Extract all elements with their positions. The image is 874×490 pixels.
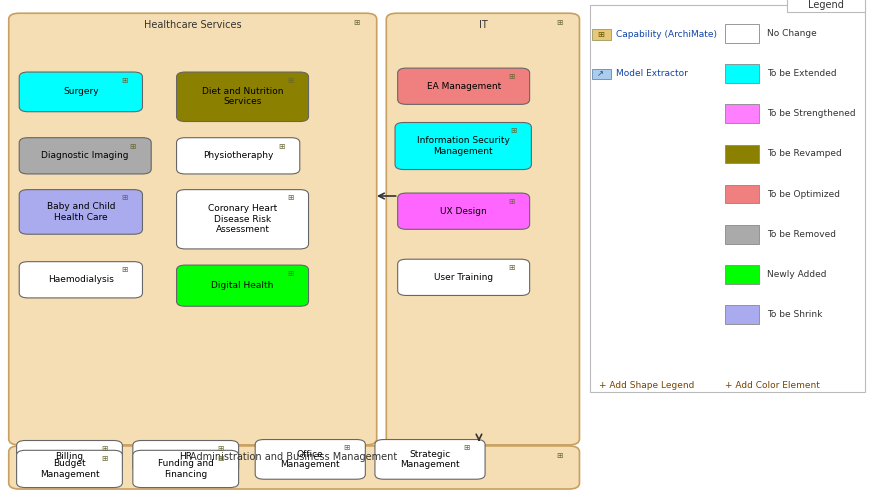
Text: ⊞: ⊞ — [508, 263, 515, 272]
Text: UX Design: UX Design — [440, 207, 487, 216]
Text: ⊞: ⊞ — [287, 76, 294, 85]
FancyBboxPatch shape — [19, 72, 142, 112]
Text: ⊞: ⊞ — [508, 197, 515, 206]
Text: Model Extractor: Model Extractor — [616, 70, 688, 78]
FancyBboxPatch shape — [725, 24, 759, 43]
Text: Healthcare Services: Healthcare Services — [144, 20, 241, 29]
Text: Funding and
Financing: Funding and Financing — [158, 459, 213, 479]
Text: EA Management: EA Management — [427, 82, 501, 91]
Text: Surgery: Surgery — [63, 87, 99, 97]
Text: ⊞: ⊞ — [508, 72, 515, 81]
Text: ⊞: ⊞ — [217, 454, 224, 463]
Text: To be Strengthened: To be Strengthened — [767, 109, 856, 118]
FancyBboxPatch shape — [787, 0, 865, 12]
FancyBboxPatch shape — [19, 190, 142, 234]
FancyBboxPatch shape — [725, 265, 759, 284]
Text: Capability (ArchiMate): Capability (ArchiMate) — [616, 30, 718, 39]
Text: HR: HR — [179, 452, 192, 461]
Text: ↗: ↗ — [597, 70, 604, 78]
FancyBboxPatch shape — [17, 450, 122, 488]
Text: To be Revamped: To be Revamped — [767, 149, 843, 158]
FancyBboxPatch shape — [177, 72, 309, 122]
FancyBboxPatch shape — [592, 29, 611, 40]
Text: ⊞: ⊞ — [121, 194, 128, 202]
FancyBboxPatch shape — [133, 441, 239, 473]
Text: To be Optimized: To be Optimized — [767, 190, 841, 198]
Text: ⊞: ⊞ — [121, 266, 128, 274]
FancyBboxPatch shape — [395, 122, 531, 170]
Text: Legend: Legend — [808, 0, 844, 10]
Text: Diet and Nutrition
Services: Diet and Nutrition Services — [202, 87, 283, 106]
FancyBboxPatch shape — [17, 441, 122, 473]
FancyBboxPatch shape — [19, 138, 151, 174]
Text: ⊞: ⊞ — [556, 451, 563, 460]
Text: ⊞: ⊞ — [101, 444, 108, 453]
FancyBboxPatch shape — [592, 69, 611, 79]
Text: Strategic
Management: Strategic Management — [400, 450, 460, 469]
Text: Administration and Business Management: Administration and Business Management — [191, 452, 398, 462]
FancyBboxPatch shape — [725, 104, 759, 123]
FancyBboxPatch shape — [177, 190, 309, 249]
FancyBboxPatch shape — [398, 68, 530, 104]
Text: ⊞: ⊞ — [556, 18, 563, 27]
FancyBboxPatch shape — [177, 138, 300, 174]
FancyBboxPatch shape — [19, 262, 142, 298]
Text: To be Shrink: To be Shrink — [767, 310, 822, 319]
Text: Physiotheraphy: Physiotheraphy — [203, 151, 274, 160]
Text: ⊞: ⊞ — [287, 269, 294, 278]
FancyBboxPatch shape — [725, 145, 759, 163]
Text: Billing: Billing — [55, 452, 84, 461]
Text: Baby and Child
Health Care: Baby and Child Health Care — [46, 202, 115, 221]
Text: ⊞: ⊞ — [597, 30, 604, 39]
Text: Coronary Heart
Disease Risk
Assessment: Coronary Heart Disease Risk Assessment — [208, 204, 277, 234]
Text: IT: IT — [478, 20, 488, 29]
Text: To be Removed: To be Removed — [767, 230, 836, 239]
FancyBboxPatch shape — [725, 185, 759, 203]
Text: ⊞: ⊞ — [121, 76, 128, 85]
FancyBboxPatch shape — [133, 450, 239, 488]
Text: ⊞: ⊞ — [101, 454, 108, 463]
Text: ⊞: ⊞ — [510, 126, 517, 135]
Text: + Add Shape Legend: + Add Shape Legend — [599, 381, 694, 390]
FancyBboxPatch shape — [375, 440, 485, 479]
Text: Information Security
Management: Information Security Management — [417, 136, 510, 156]
FancyBboxPatch shape — [725, 305, 759, 324]
Text: ⊞: ⊞ — [217, 444, 224, 453]
FancyBboxPatch shape — [9, 446, 579, 489]
Text: ⊞: ⊞ — [463, 443, 470, 452]
Text: ⊞: ⊞ — [129, 142, 136, 150]
Text: Budget
Management: Budget Management — [39, 459, 100, 479]
Text: Office
Management: Office Management — [281, 450, 340, 469]
Text: + Add Color Element: + Add Color Element — [725, 381, 821, 390]
Text: Haemodialysis: Haemodialysis — [48, 275, 114, 284]
Text: Newly Added: Newly Added — [767, 270, 827, 279]
FancyBboxPatch shape — [590, 5, 865, 392]
Text: To be Extended: To be Extended — [767, 69, 837, 78]
Text: ⊞: ⊞ — [278, 142, 285, 150]
FancyBboxPatch shape — [386, 13, 579, 445]
FancyBboxPatch shape — [398, 259, 530, 295]
FancyBboxPatch shape — [725, 64, 759, 83]
Text: Digital Health: Digital Health — [212, 281, 274, 290]
FancyBboxPatch shape — [9, 13, 377, 445]
Text: No Change: No Change — [767, 29, 817, 38]
FancyBboxPatch shape — [255, 440, 365, 479]
FancyBboxPatch shape — [725, 225, 759, 244]
Text: ⊞: ⊞ — [343, 443, 350, 452]
Text: ⊞: ⊞ — [287, 194, 294, 202]
FancyBboxPatch shape — [177, 265, 309, 306]
Text: ⊞: ⊞ — [353, 18, 360, 27]
Text: Diagnostic Imaging: Diagnostic Imaging — [41, 151, 129, 160]
FancyBboxPatch shape — [398, 193, 530, 229]
Text: User Training: User Training — [434, 273, 493, 282]
